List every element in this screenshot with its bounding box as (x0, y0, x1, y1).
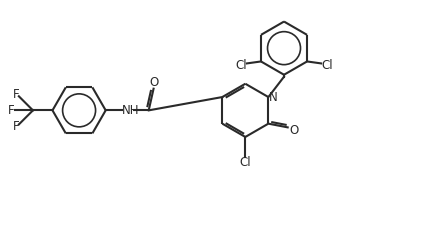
Text: F: F (8, 104, 14, 117)
Text: Cl: Cl (235, 59, 247, 72)
Text: F: F (13, 119, 19, 133)
Text: O: O (149, 76, 159, 89)
Text: O: O (289, 124, 299, 137)
Text: Cl: Cl (239, 156, 251, 169)
Text: NH: NH (122, 104, 140, 117)
Text: F: F (13, 88, 19, 101)
Text: Cl: Cl (321, 59, 333, 72)
Text: N: N (269, 90, 278, 104)
